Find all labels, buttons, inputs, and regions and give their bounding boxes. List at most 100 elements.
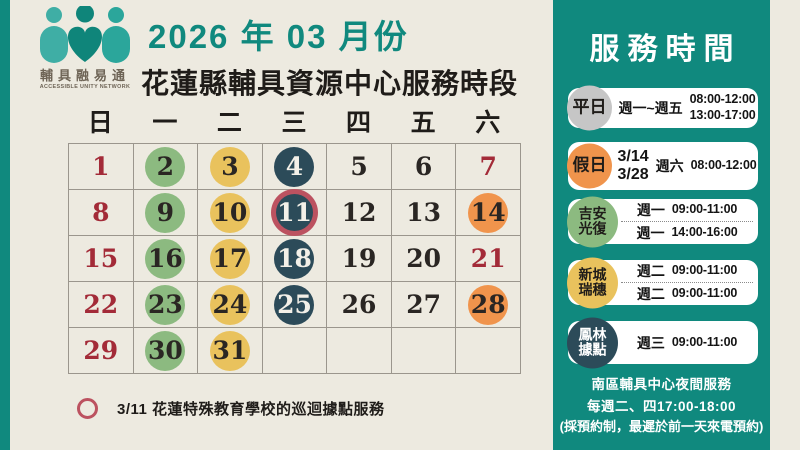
sidebar-footer-line: 南區輔具中心夜間服務 [591, 377, 732, 392]
calendar-grid: 1 2 3 4 5 6 7 8 9 10 11 12 13 14 15 16 17 18 19 20 21 22 23 24 2… [68, 143, 521, 374]
service-day: 週三 [636, 334, 665, 351]
calendar-empty-cell [391, 328, 457, 374]
day-number: 29 [83, 336, 119, 365]
calendar-empty-cell [327, 328, 392, 374]
weekday-label: 一 [152, 109, 178, 137]
weekday-label: 六 [475, 109, 501, 137]
calendar-day-cell: 31 [198, 328, 263, 374]
service-day: 週一 [636, 202, 665, 218]
service-times: 08:00-12:00 [690, 158, 757, 173]
calendar-day-cell: 12 [327, 190, 392, 236]
day-number: 11 [275, 194, 313, 231]
logo-icon [40, 6, 130, 63]
weekday-label: 日 [87, 109, 113, 137]
sidebar-footer: 南區輔具中心夜間服務 每週二、四17:00-18:00 (採預約制，最遲於前一天來電… [553, 374, 770, 438]
service-times: 08:00-12:00 13:00-17:00 [689, 92, 756, 122]
calendar-day-cell: 2 [133, 144, 199, 190]
day-number: 24 [209, 284, 250, 325]
calendar-day-cell: 4 [262, 144, 328, 190]
day-number: 7 [479, 152, 497, 181]
service-card-xincheng-ruisui: 新城 瑞穗 週二 09:00-11:00 週二 09:00-11:00 [567, 257, 758, 308]
service-card-holiday: 假日 3/14 3/28 週六 08:00-12:00 [567, 142, 758, 190]
service-day: 週一~週五 [618, 100, 683, 116]
day-number: 26 [341, 290, 377, 319]
day-number: 27 [406, 290, 442, 319]
day-number: 31 [209, 330, 250, 371]
day-number: 1 [92, 152, 110, 181]
day-number: 12 [341, 198, 377, 227]
calendar-day-cell: 10 [198, 190, 263, 236]
legend-text: 3/11 花蓮特殊教育學校的巡迴據點服務 [117, 401, 385, 418]
calendar-day-cell: 20 [391, 236, 457, 282]
day-number: 15 [83, 244, 119, 273]
service-times: 09:00-11:00 [671, 263, 738, 278]
service-row: 3/14 3/28 週六 08:00-12:00 [617, 142, 756, 190]
service-day: 週六 [655, 158, 684, 174]
calendar-day-cell: 1 [69, 144, 134, 190]
calendar-day-cell: 3 [198, 144, 263, 190]
calendar-day-cell: 9 [133, 190, 199, 236]
weekday-label: 二 [216, 109, 242, 137]
day-number: 21 [470, 244, 506, 273]
calendar-day-cell: 8 [69, 190, 134, 236]
service-day: 週二 [636, 286, 665, 302]
day-number: 16 [145, 238, 186, 279]
calendar-day-cell: 30 [133, 328, 199, 374]
calendar-day-cell: 22 [69, 282, 134, 328]
day-number: 14 [468, 192, 509, 233]
title-block: 2026 年 03 月份 花蓮縣輔具資源中心服務時段 [141, 10, 518, 102]
day-number: 23 [145, 284, 186, 325]
calendar-day-cell: 11 [262, 190, 328, 236]
day-number: 2 [145, 146, 186, 187]
sidebar-footer-line: 每週二、四17:00-18:00 [586, 398, 737, 414]
service-badge: 平日 [567, 85, 612, 131]
calendar-day-cell: 15 [69, 236, 134, 282]
service-row: 週一~週五 08:00-12:00 13:00-17:00 [618, 88, 756, 128]
calendar-day-cell: 14 [456, 190, 521, 236]
month-title: 2026 年 03 月份 [148, 18, 409, 55]
service-times: 14:00-16:00 [671, 225, 738, 240]
calendar-day-cell: 7 [456, 144, 521, 190]
calendar-day-cell: 28 [456, 282, 521, 328]
day-number: 5 [350, 152, 368, 181]
sidebar-footer-line: (採預約制，最遲於前一天來電預約) [559, 419, 764, 435]
weekday-label: 四 [346, 109, 372, 137]
calendar-day-cell: 26 [327, 282, 392, 328]
day-number: 4 [274, 146, 315, 187]
service-badge: 鳳林 據點 [567, 317, 618, 368]
sidebar: 服務時間 平日 週一~週五 08:00-12:00 13:00-17:00 假日 3/14… [553, 0, 770, 450]
calendar-day-cell: 17 [198, 236, 263, 282]
weekday-label: 五 [410, 109, 436, 137]
service-row: 週二 09:00-11:00 [621, 282, 753, 305]
day-number: 20 [406, 244, 442, 273]
service-card-weekday: 平日 週一~週五 08:00-12:00 13:00-17:00 [567, 85, 758, 131]
calendar-day-cell: 29 [69, 328, 134, 374]
day-number: 8 [92, 198, 110, 227]
weekday-label: 三 [281, 109, 307, 137]
service-badge: 假日 [567, 143, 612, 189]
day-number: 18 [274, 238, 315, 279]
page-subtitle: 花蓮縣輔具資源中心服務時段 [141, 68, 519, 99]
calendar-day-cell: 25 [262, 282, 328, 328]
service-day: 週一 [636, 225, 665, 241]
service-row: 週一 14:00-16:00 [621, 221, 753, 244]
service-dates: 3/14 3/28 [617, 147, 649, 183]
calendar-weekday-row: 日一二三四五六 [68, 102, 520, 140]
service-row: 週三 09:00-11:00 [621, 321, 753, 364]
legend-note: 3/11 花蓮特殊教育學校的巡迴據點服務 [77, 398, 385, 419]
sidebar-title: 服務時間 [589, 33, 742, 66]
logo: 輔具融易通 ACCESSIBLE UNITY NETWORK [33, 6, 137, 90]
calendar-day-cell: 19 [327, 236, 392, 282]
calendar-day-cell: 21 [456, 236, 521, 282]
day-number: 28 [468, 284, 509, 325]
day-number: 30 [145, 330, 186, 371]
calendar-day-cell: 23 [133, 282, 199, 328]
day-number: 19 [341, 244, 377, 273]
calendar-day-cell: 5 [327, 144, 392, 190]
service-row: 週一 09:00-11:00 [621, 199, 753, 221]
service-row: 週二 09:00-11:00 [621, 260, 753, 282]
day-number: 6 [414, 152, 433, 181]
calendar-empty-cell [456, 328, 521, 374]
day-number: 17 [209, 238, 250, 279]
calendar-day-cell: 24 [198, 282, 263, 328]
